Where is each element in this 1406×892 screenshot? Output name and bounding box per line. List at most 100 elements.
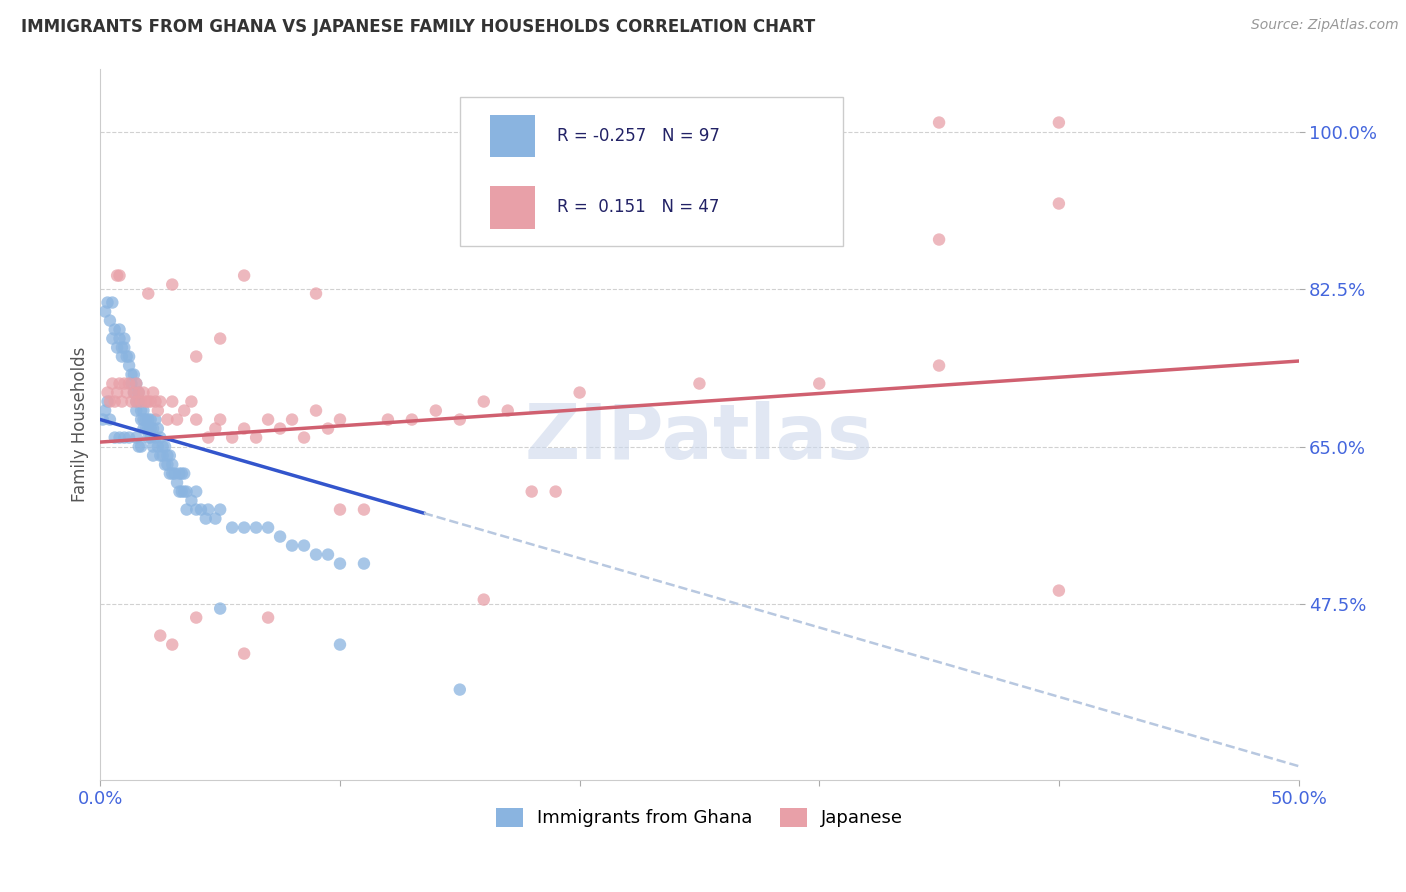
Point [928,115,950,129]
Point [132,385,155,400]
Point [125,394,148,409]
Point [1047,196,1070,211]
Point [162,277,184,292]
Point [128,385,150,400]
Point [472,394,495,409]
Point [153,440,176,454]
Point [257,412,280,426]
Point [544,484,567,499]
Bar [489,115,536,157]
Point [353,557,375,571]
Point [353,502,375,516]
Point [233,520,256,534]
Point [316,548,339,562]
Point [449,412,471,426]
Point [128,440,150,454]
Point [111,350,134,364]
Point [111,341,134,355]
Point [209,601,232,615]
Point [245,431,267,445]
Y-axis label: Family Households: Family Households [72,346,89,502]
Point [173,484,195,499]
Point [180,394,202,409]
Point [94,403,117,417]
Point [135,394,157,409]
Point [101,376,124,391]
Point [132,421,155,435]
Point [129,440,152,454]
Point [194,511,217,525]
Point [136,286,159,301]
Point [329,557,352,571]
Point [108,268,131,283]
Point [170,467,193,481]
Point [221,431,243,445]
Point [98,394,121,409]
Point [204,511,226,525]
Point [101,332,124,346]
Point [425,403,447,417]
Point [94,304,117,318]
Point [1047,583,1070,598]
Point [146,403,169,417]
Point [257,610,280,624]
Point [281,412,304,426]
Point [688,376,710,391]
Point [129,403,152,417]
Text: ZIPatlas: ZIPatlas [524,401,873,475]
Point [166,475,188,490]
Point [496,403,519,417]
Point [101,295,124,310]
Point [197,502,219,516]
Point [112,332,135,346]
Point [233,421,256,435]
Point [135,412,157,426]
Point [108,431,131,445]
Point [112,376,135,391]
Point [105,385,128,400]
Point [98,412,121,426]
Point [162,467,184,481]
Point [149,449,172,463]
Point [186,350,208,364]
FancyBboxPatch shape [460,97,844,246]
Point [209,502,232,516]
Text: R = -0.257   N = 97: R = -0.257 N = 97 [557,127,720,145]
Point [197,431,219,445]
Point [928,233,950,247]
Point [125,431,148,445]
Point [316,421,339,435]
Point [112,341,135,355]
Point [149,431,172,445]
Point [186,484,208,499]
Point [112,431,135,445]
Point [329,412,352,426]
Point [149,629,172,643]
Point [135,421,157,435]
Point [121,368,143,382]
Point [292,539,315,553]
Point [292,431,315,445]
Point [139,421,162,435]
Point [105,268,128,283]
Point [162,638,184,652]
Point [122,385,145,400]
Point [166,412,188,426]
Point [118,350,141,364]
Point [449,682,471,697]
Point [204,421,226,435]
Point [472,592,495,607]
Point [132,403,155,417]
Point [125,403,148,417]
Point [186,502,208,516]
Point [142,421,165,435]
Text: IMMIGRANTS FROM GHANA VS JAPANESE FAMILY HOUSEHOLDS CORRELATION CHART: IMMIGRANTS FROM GHANA VS JAPANESE FAMILY… [21,18,815,36]
Point [221,520,243,534]
Point [152,440,174,454]
Point [146,440,169,454]
Point [96,394,118,409]
Point [108,332,131,346]
Point [111,394,134,409]
Point [115,385,138,400]
Point [118,376,141,391]
